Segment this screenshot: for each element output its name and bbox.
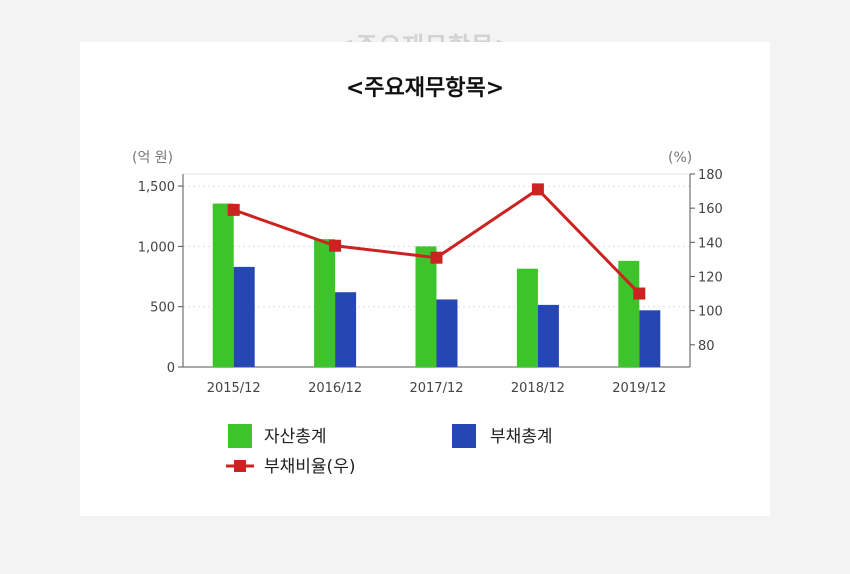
ratio-point [430, 251, 443, 264]
ratio-line [227, 183, 646, 300]
legend-swatch-assets [228, 424, 252, 448]
bar-liabilities [436, 299, 458, 367]
legend-marker-ratio [234, 460, 246, 472]
ratio-point [329, 239, 342, 252]
legend-label-assets: 자산총계 [264, 427, 327, 447]
x-tick-label: 2018/12 [511, 381, 565, 396]
grid-lines [183, 173, 690, 308]
x-tick-label: 2017/12 [409, 381, 463, 396]
x-tick-label: 2015/12 [207, 381, 261, 396]
x-tick-label: 2016/12 [308, 381, 362, 396]
bar-assets [516, 268, 538, 367]
right-tick-label: 120 [698, 270, 723, 285]
bars [212, 203, 661, 367]
right-tick-label: 140 [698, 236, 723, 251]
left-tick-label: 0 [167, 361, 175, 376]
legend-item-liabilities: 부채총계 [452, 424, 553, 448]
left-axis-unit: (억 원) [132, 150, 173, 166]
ratio-point [531, 183, 544, 196]
legend-label-liabilities: 부채총계 [490, 427, 553, 447]
legend: 자산총계 부채총계 부채비율(우) [226, 424, 553, 477]
ratio-point [227, 203, 240, 216]
legend-item-ratio: 부채비율(우) [226, 457, 355, 477]
bar-liabilities [335, 292, 357, 367]
legend-swatch-liabilities [452, 424, 476, 448]
right-tick-label: 80 [698, 339, 715, 354]
right-axis-unit: (%) [668, 150, 692, 166]
left-tick-label: 1,500 [138, 180, 175, 195]
left-tick-label: 500 [150, 301, 175, 316]
left-tick-label: 1,000 [138, 240, 175, 255]
chart-title: <주요재무항목> [345, 76, 505, 101]
right-tick-label: 100 [698, 305, 723, 320]
bar-assets [212, 203, 234, 367]
bar-liabilities [233, 266, 255, 367]
legend-label-ratio: 부채비율(우) [264, 457, 355, 477]
ghost-title: <주요재무항목> [0, 26, 850, 42]
right-tick-label: 180 [698, 168, 723, 183]
x-tick-label: 2019/12 [612, 381, 666, 396]
right-tick-label: 160 [698, 202, 723, 217]
bar-assets [415, 246, 437, 367]
ratio-point [633, 287, 646, 300]
legend-item-assets: 자산총계 [228, 424, 327, 448]
tick-labels: 0 500 1,000 1,500 80 100 120 140 160 180 2015/12 20… [138, 168, 723, 396]
bar-liabilities [537, 304, 559, 367]
bar-assets [314, 239, 336, 367]
bar-liabilities [639, 310, 661, 367]
